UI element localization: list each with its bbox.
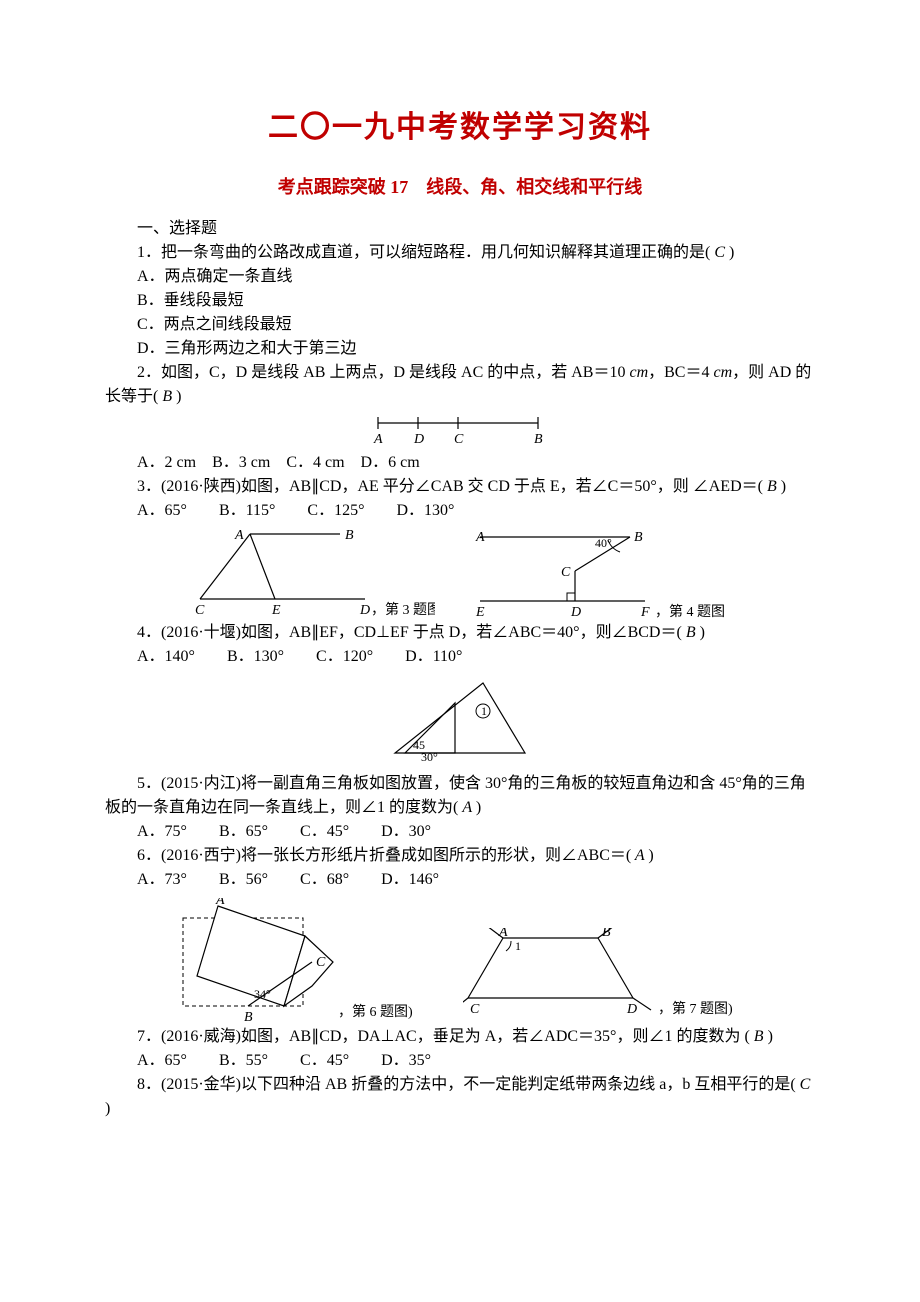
svg-text:C: C [454,432,464,447]
q5-figure: 4530°1 [105,673,815,768]
q3-tail: ) [781,478,786,495]
section-heading: 一、选择题 [105,217,815,241]
q4-options: A．140° B．130° C．120° D．110° [105,645,815,669]
q1-opt-d: D．三角形两边之和大于第三边 [105,337,815,361]
svg-text:E: E [475,605,485,619]
q7-answer: B [750,1028,768,1045]
q3-options: A．65° B．115° C．125° D．130° [105,499,815,523]
q2-cm2: cm [713,364,732,381]
svg-text:A: A [498,928,508,940]
svg-text:C: C [316,955,326,970]
svg-text:，第 3 题图): ，第 3 题图) [371,601,435,618]
svg-text:B: B [634,530,643,545]
q3-answer: B [763,478,781,495]
q6-q7-figures: A B C 34° ，第 6 题图) A B C D 1 ，第 7 题图) [105,898,815,1023]
svg-text:C: C [470,1002,480,1017]
sub-title: 考点跟踪突破 17 线段、角、相交线和平行线 [105,174,815,201]
q2-answer: B [158,388,176,405]
main-title: 二〇一九中考数学学习资料 [105,105,815,150]
svg-text:B: B [534,432,543,447]
q5-stem: 5．(2015·内江)将一副直角三角板如图放置，使含 30°角的三角板的较短直角… [105,772,815,820]
svg-text:C: C [561,565,571,580]
svg-text:，第 6 题图): ，第 6 题图) [338,1003,413,1020]
q1-answer: C [710,244,729,261]
q2-text2: ，BC＝4 [648,364,713,381]
q2-cm1: cm [629,364,648,381]
q8-stem: 8．(2015·金华)以下四种沿 AB 折叠的方法中，不一定能判定纸带两条边线 … [105,1073,815,1121]
q6-answer: A [631,847,648,864]
q5-tail: ) [476,799,481,816]
q3-q4-figures: ABCED，第 3 题图) 40°ABCEDF，第 4 题图) [105,529,815,619]
svg-text:A: A [234,529,244,543]
svg-text:30°: 30° [421,750,438,764]
svg-text:34°: 34° [254,987,271,1001]
q5-text: 5．(2015·内江)将一副直角三角板如图放置，使含 30°角的三角板的较短直角… [105,775,806,816]
svg-text:D: D [626,1002,637,1017]
q2-figure: ADCB [105,413,815,447]
q4-answer: B [682,624,700,641]
q1-stem: 1．把一条弯曲的公路改成直道，可以缩短路程．用几何知识解释其道理正确的是( C … [105,241,815,265]
q4-stem: 4．(2016·十堰)如图，AB∥EF，CD⊥EF 于点 D，若∠ABC＝40°… [105,621,815,645]
q1-text: 1．把一条弯曲的公路改成直道，可以缩短路程．用几何知识解释其道理正确的是( [137,244,710,261]
svg-text:D: D [359,603,370,618]
q1-opt-c: C．两点之间线段最短 [105,313,815,337]
q5-options: A．75° B．65° C．45° D．30° [105,820,815,844]
q7-stem: 7．(2016·威海)如图，AB∥CD，DA⊥AC，垂足为 A，若∠ADC＝35… [105,1025,815,1049]
q8-answer: C [796,1076,811,1093]
q5-answer: A [458,799,475,816]
svg-text:D: D [413,432,424,447]
q2-text1: 2．如图，C，D 是线段 AB 上两点，D 是线段 AC 的中点，若 AB＝10 [137,364,629,381]
q8-tail: ) [105,1100,110,1117]
svg-text:A: A [215,898,225,908]
q2-stem: 2．如图，C，D 是线段 AB 上两点，D 是线段 AC 的中点，若 AB＝10… [105,361,815,409]
svg-text:40°: 40° [595,536,612,550]
q1-opt-b: B．垂线段最短 [105,289,815,313]
q7-tail: ) [768,1028,773,1045]
q6-tail: ) [648,847,653,864]
svg-text:，第 7 题图): ，第 7 题图) [658,1000,733,1017]
svg-text:B: B [244,1010,253,1023]
svg-text:A: A [475,530,485,545]
q1-tail: ) [729,244,734,261]
q3-stem: 3．(2016·陕西)如图，AB∥CD，AE 平分∠CAB 交 CD 于点 E，… [105,475,815,499]
q1-opt-a: A．两点确定一条直线 [105,265,815,289]
svg-text:D: D [570,605,581,619]
q6-text: 6．(2016·西宁)将一张长方形纸片折叠成如图所示的形状，则∠ABC＝( [137,847,631,864]
q2-tail: ) [176,388,181,405]
q4-text: 4．(2016·十堰)如图，AB∥EF，CD⊥EF 于点 D，若∠ABC＝40°… [137,624,682,641]
q7-options: A．65° B．55° C．45° D．35° [105,1049,815,1073]
svg-text:，第 4 题图): ，第 4 题图) [655,603,725,619]
q7-text: 7．(2016·威海)如图，AB∥CD，DA⊥AC，垂足为 A，若∠ADC＝35… [137,1028,750,1045]
svg-text:B: B [345,529,354,543]
svg-text:C: C [195,603,205,618]
svg-text:E: E [271,603,281,618]
q3-text: 3．(2016·陕西)如图，AB∥CD，AE 平分∠CAB 交 CD 于点 E，… [137,478,763,495]
q4-tail: ) [700,624,705,641]
q8-text: 8．(2015·金华)以下四种沿 AB 折叠的方法中，不一定能判定纸带两条边线 … [137,1076,796,1093]
svg-text:1: 1 [481,704,487,718]
svg-text:A: A [373,432,383,447]
q2-options: A．2 cm B．3 cm C．4 cm D．6 cm [105,451,815,475]
q6-options: A．73° B．56° C．68° D．146° [105,868,815,892]
svg-text:B: B [602,928,611,940]
q6-stem: 6．(2016·西宁)将一张长方形纸片折叠成如图所示的形状，则∠ABC＝( A … [105,844,815,868]
svg-text:F: F [640,605,650,619]
svg-text:1: 1 [515,939,521,953]
